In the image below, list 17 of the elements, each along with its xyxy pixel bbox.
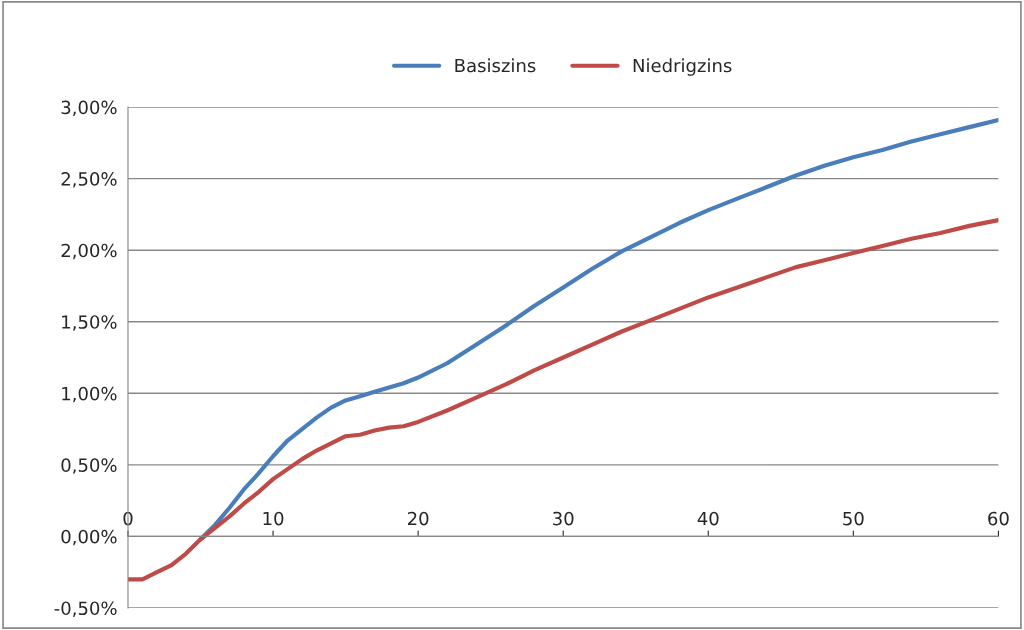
x-tick-label: 20 [407,511,429,526]
y-tick-label: 0,00% [61,529,117,546]
y-tick-label: 1,00% [62,386,117,403]
x-tick-label: 50 [843,511,864,526]
y-tick-label: -0,50% [54,601,117,617]
y-tick-label: 2,50% [61,172,117,188]
x-tick-label: 10 [263,511,284,526]
legend-label: Basiszins [455,58,536,73]
y-tick-label: 1,50% [62,315,117,331]
x-tick-label: 40 [697,511,719,526]
y-tick-label: 3,00% [61,100,117,117]
x-tick-label: 0 [123,511,133,526]
y-tick-label: 0,50% [61,458,117,474]
x-tick-label: 30 [553,511,574,526]
legend-label: Niedrigzins [633,58,732,76]
y-tick-label: 2,00% [61,243,117,260]
x-tick-label: 60 [988,511,1009,526]
